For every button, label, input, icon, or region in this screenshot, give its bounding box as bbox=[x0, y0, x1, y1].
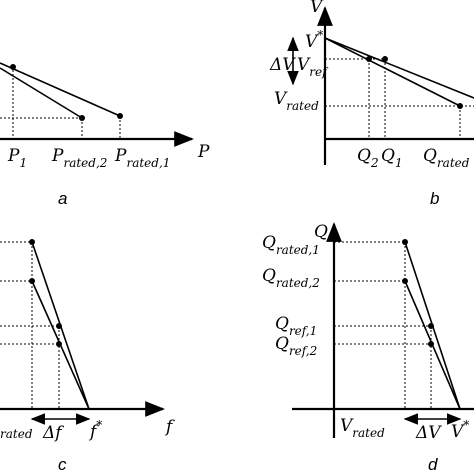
panel-a-p-axis-label: P bbox=[197, 142, 210, 162]
panel-a-tick-p-rated1: Prated,1 bbox=[114, 146, 170, 170]
panel-c-f-axis-label: f bbox=[164, 417, 175, 437]
panel-b-droop-line-2 bbox=[324, 37, 461, 107]
panel-c: f rated Δf f* c bbox=[0, 239, 175, 474]
panel-a-point-rated1 bbox=[117, 113, 123, 119]
panel-a-point-rated2 bbox=[79, 115, 85, 121]
panel-d-q-rated-2: Qrated,2 bbox=[262, 266, 320, 290]
panel-c-point-2 bbox=[29, 278, 35, 284]
panel-d-q-axis-label: Q bbox=[314, 222, 328, 242]
panel-d-point-ref2 bbox=[428, 341, 434, 347]
panel-a: P P1 Prated,2 Prated,1 a bbox=[0, 62, 210, 208]
panel-a-caption: a bbox=[58, 189, 67, 208]
panel-c-point-3 bbox=[56, 323, 62, 329]
panel-d-q-ref-1: Qref,1 bbox=[275, 314, 317, 338]
panel-c-point-1 bbox=[29, 239, 35, 245]
panel-c-caption: c bbox=[58, 455, 67, 474]
panel-a-tick-p-rated2: Prated,2 bbox=[51, 146, 107, 170]
panel-b-v-ref: Vref bbox=[297, 55, 329, 79]
panel-d-point-rated1 bbox=[402, 239, 408, 245]
panel-d-point-ref1 bbox=[428, 323, 434, 329]
panel-a-droop-line-1 bbox=[0, 62, 121, 117]
panel-b-v-star: V* bbox=[305, 28, 323, 52]
panel-b-point-q2 bbox=[366, 56, 372, 62]
panel-b-caption: b bbox=[430, 189, 439, 208]
panel-d-q-ref-2: Qref,2 bbox=[275, 334, 317, 358]
panel-b-tick-q-rated: Qrated bbox=[423, 146, 470, 170]
panel-b-v-axis-label: V bbox=[310, 0, 324, 17]
panel-b-delta-v-label: ΔV bbox=[269, 55, 296, 75]
panel-d-q-rated-1: Qrated,1 bbox=[262, 233, 320, 257]
panel-d-caption: d bbox=[428, 455, 438, 474]
panel-b-point-rated bbox=[457, 103, 463, 109]
panel-d: Q Qrated,1 Qrated,2 Qref,1 Qref,2 Vrated… bbox=[262, 222, 474, 474]
panel-c-delta-f-label: Δf bbox=[42, 423, 64, 443]
panel-d-v-star: V* bbox=[451, 418, 469, 442]
panel-b-droop-line-1 bbox=[324, 37, 474, 99]
panel-a-droop-line-2 bbox=[0, 67, 83, 119]
panel-a-tick-p1: P1 bbox=[7, 146, 27, 170]
panel-c-f-star: f* bbox=[88, 418, 102, 442]
panel-c-point-4 bbox=[56, 341, 62, 347]
panel-c-rated-label: rated bbox=[0, 427, 33, 441]
panel-d-delta-v-label: ΔV bbox=[415, 423, 442, 443]
panel-b-point-q1 bbox=[382, 56, 388, 62]
panel-d-v-rated: Vrated bbox=[340, 416, 385, 440]
panel-b: V V* ΔV Vref Vrated Q2 Q1 Qrated b bbox=[269, 0, 474, 208]
panel-d-point-rated2 bbox=[402, 278, 408, 284]
panel-b-tick-q1: Q1 bbox=[381, 146, 403, 170]
panel-b-tick-q2: Q2 bbox=[357, 146, 379, 170]
panel-b-v-rated: Vrated bbox=[274, 89, 319, 113]
panel-a-point-1 bbox=[10, 64, 16, 70]
